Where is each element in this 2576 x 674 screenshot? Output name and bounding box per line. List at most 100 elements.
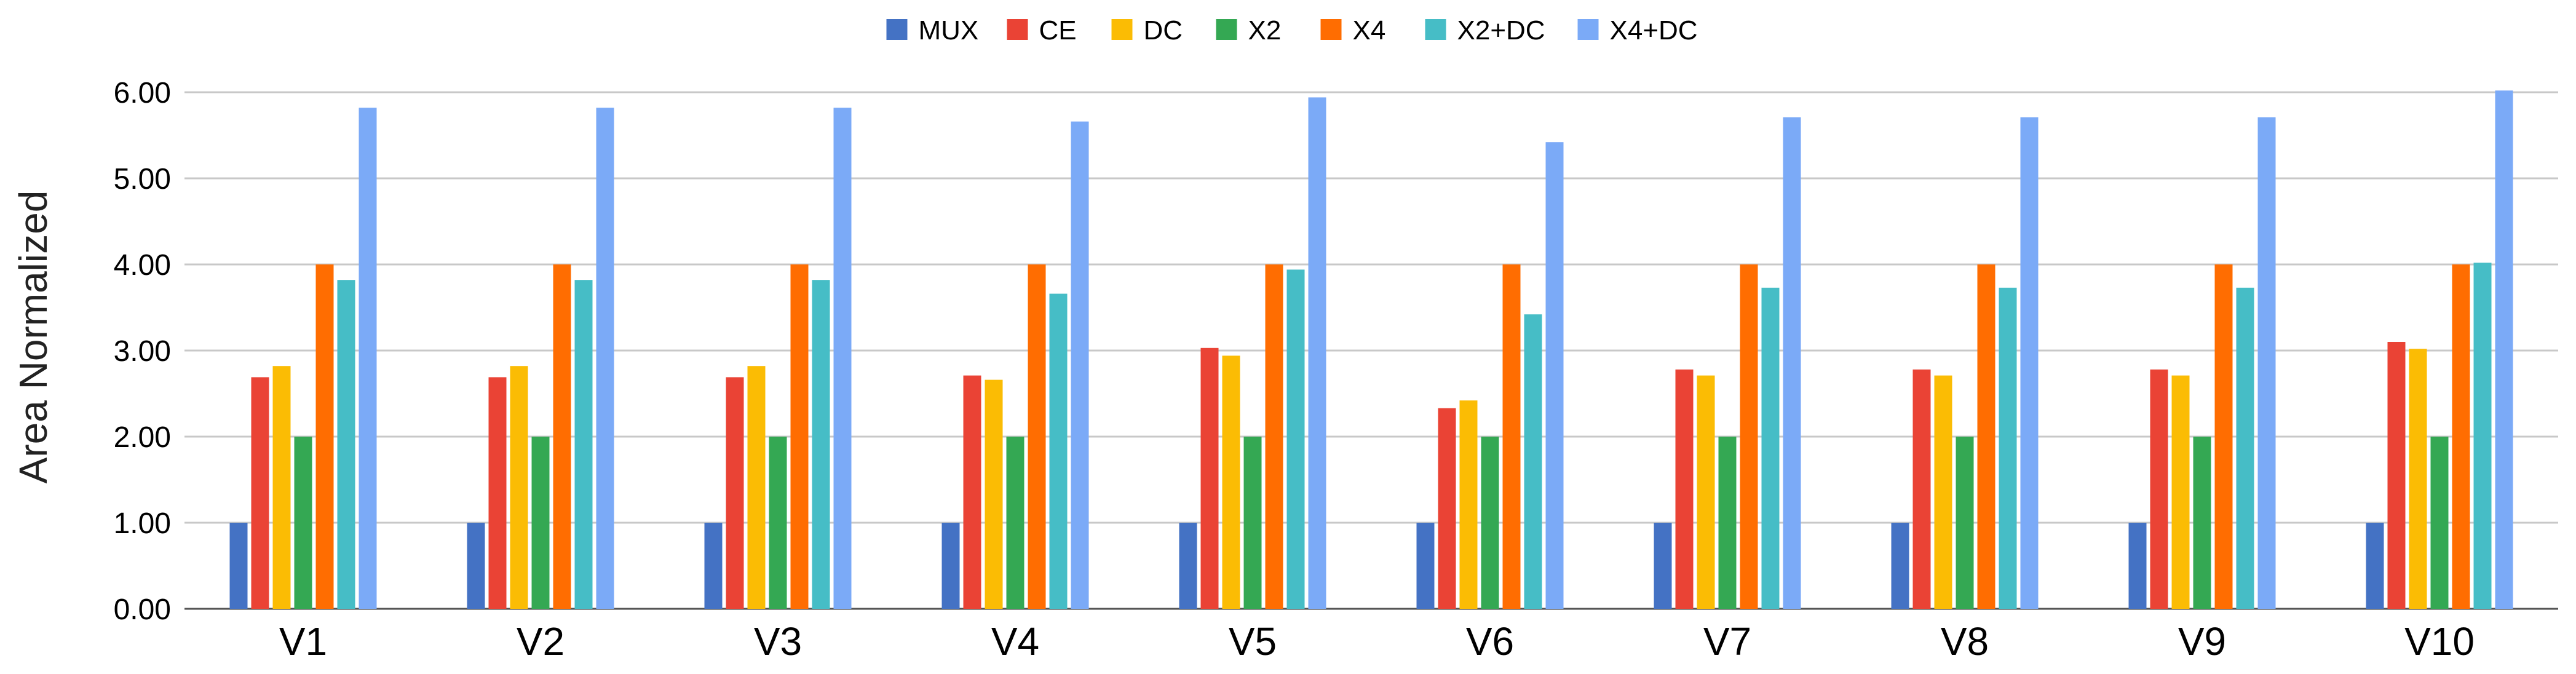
y-tick-label: 5.00 xyxy=(114,163,171,196)
bar-dc-v4 xyxy=(985,379,1003,609)
x-category-label: V2 xyxy=(517,619,565,664)
bar-ce-v1 xyxy=(251,377,269,609)
legend-label: X4 xyxy=(1353,15,1386,46)
bar-x4-v1 xyxy=(315,264,334,609)
y-tick-label: 1.00 xyxy=(114,507,171,540)
bar-x2-plus-dc-v10 xyxy=(2473,263,2492,609)
bar-x4-v5 xyxy=(1265,264,1283,609)
bar-x2-plus-dc-v3 xyxy=(812,280,830,609)
chart-legend: MUX CE DC X2 X4 X2+DC X4+DC xyxy=(886,15,1698,46)
y-tick-label: 2.00 xyxy=(114,421,171,454)
bar-ce-v8 xyxy=(1912,369,1931,609)
x-axis-categories: V1 V2 V3 V4 V5 V6 V7 V8 V9 V10 xyxy=(279,619,2475,664)
y-axis-title: Area Normalized xyxy=(11,191,55,484)
bar-x2-plus-dc-v4 xyxy=(1049,293,1068,609)
x-category-label: V6 xyxy=(1466,619,1514,664)
bar-x4-v9 xyxy=(2214,264,2233,609)
bar-mux-v4 xyxy=(941,523,960,609)
bar-x2-plus-dc-v7 xyxy=(1761,287,1780,609)
bar-x4-plus-dc-v4 xyxy=(1071,121,1089,609)
legend-label: MUX xyxy=(919,15,979,46)
bar-mux-v7 xyxy=(1654,523,1672,609)
bar-x4-plus-dc-v8 xyxy=(2020,117,2039,609)
bar-dc-v5 xyxy=(1222,355,1240,609)
bar-mux-v5 xyxy=(1179,523,1197,609)
bar-dc-v1 xyxy=(272,366,291,609)
x-category-label: V5 xyxy=(1229,619,1277,664)
x-category-label: V7 xyxy=(1703,619,1751,664)
bar-x4-plus-dc-v3 xyxy=(833,108,852,609)
bar-x2-v1 xyxy=(294,437,312,609)
bar-dc-v2 xyxy=(510,366,528,609)
bar-x4-plus-dc-v2 xyxy=(596,108,614,609)
legend-label: DC xyxy=(1144,15,1183,46)
x-category-label: V10 xyxy=(2404,619,2475,664)
bar-x2-v7 xyxy=(1718,437,1737,609)
bar-x2-v9 xyxy=(2193,437,2211,609)
y-tick-label: 3.00 xyxy=(114,335,171,368)
bar-x2-v4 xyxy=(1006,437,1024,609)
bar-dc-v9 xyxy=(2171,375,2190,609)
bar-x2-plus-dc-v5 xyxy=(1286,269,1305,609)
bar-x4-plus-dc-v7 xyxy=(1783,117,1801,609)
x-category-label: V1 xyxy=(279,619,327,664)
legend-label: X2+DC xyxy=(1457,15,1545,46)
bar-mux-v1 xyxy=(229,523,248,609)
bar-x2-v8 xyxy=(1956,437,1974,609)
bar-ce-v7 xyxy=(1675,369,1694,609)
bar-ce-v10 xyxy=(2387,342,2406,609)
bar-dc-v7 xyxy=(1697,375,1715,609)
bar-mux-v6 xyxy=(1416,523,1435,609)
bar-x4-v6 xyxy=(1502,264,1521,609)
y-tick-label: 4.00 xyxy=(114,249,171,282)
legend-swatch xyxy=(1425,19,1446,40)
bar-x2-plus-dc-v8 xyxy=(1999,287,2017,609)
bar-x4-plus-dc-v9 xyxy=(2257,117,2276,609)
y-axis-ticks: 0.00 1.00 2.00 3.00 4.00 5.00 6.00 xyxy=(114,77,171,626)
bar-dc-v3 xyxy=(747,366,766,609)
y-tick-label: 6.00 xyxy=(114,77,171,109)
legend-label: CE xyxy=(1039,15,1077,46)
legend-swatch xyxy=(1007,19,1028,40)
bar-x2-plus-dc-v1 xyxy=(337,280,355,609)
x-category-label: V8 xyxy=(1941,619,1989,664)
y-tick-label: 0.00 xyxy=(114,593,171,626)
bar-dc-v6 xyxy=(1459,400,1478,609)
legend-label: X2 xyxy=(1248,15,1282,46)
bar-ce-v2 xyxy=(488,377,507,609)
bar-dc-v10 xyxy=(2409,349,2427,609)
bar-mux-v2 xyxy=(467,523,485,609)
bar-x2-v6 xyxy=(1481,437,1499,609)
bar-x4-v2 xyxy=(553,264,571,609)
bar-x4-v3 xyxy=(790,264,809,609)
x-category-label: V3 xyxy=(754,619,802,664)
legend-swatch xyxy=(1111,19,1133,40)
bar-x4-plus-dc-v5 xyxy=(1308,97,1326,609)
bar-x2-v5 xyxy=(1243,437,1262,609)
bar-mux-v3 xyxy=(704,523,723,609)
legend-swatch xyxy=(1320,19,1342,40)
legend-swatch xyxy=(1577,19,1599,40)
bar-marks xyxy=(229,90,2513,609)
bar-x4-plus-dc-v6 xyxy=(1545,142,1564,609)
x-category-label: V4 xyxy=(991,619,1039,664)
bar-ce-v6 xyxy=(1438,408,1456,609)
bar-ce-v9 xyxy=(2150,369,2168,609)
bar-mux-v8 xyxy=(1891,523,1909,609)
bar-x4-v4 xyxy=(1028,264,1046,609)
bar-ce-v3 xyxy=(726,377,744,609)
bar-x2-v3 xyxy=(769,437,787,609)
legend-swatch xyxy=(886,19,908,40)
bar-x2-plus-dc-v9 xyxy=(2236,287,2254,609)
bar-x4-plus-dc-v10 xyxy=(2495,90,2513,609)
x-category-label: V9 xyxy=(2178,619,2226,664)
bar-mux-v9 xyxy=(2128,523,2147,609)
bar-x2-v10 xyxy=(2430,437,2449,609)
bar-ce-v5 xyxy=(1200,347,1219,609)
bar-ce-v4 xyxy=(963,375,981,609)
bar-x4-plus-dc-v1 xyxy=(359,108,377,609)
legend-label: X4+DC xyxy=(1610,15,1698,46)
bar-x4-v7 xyxy=(1740,264,1758,609)
bar-dc-v8 xyxy=(1934,375,1952,609)
